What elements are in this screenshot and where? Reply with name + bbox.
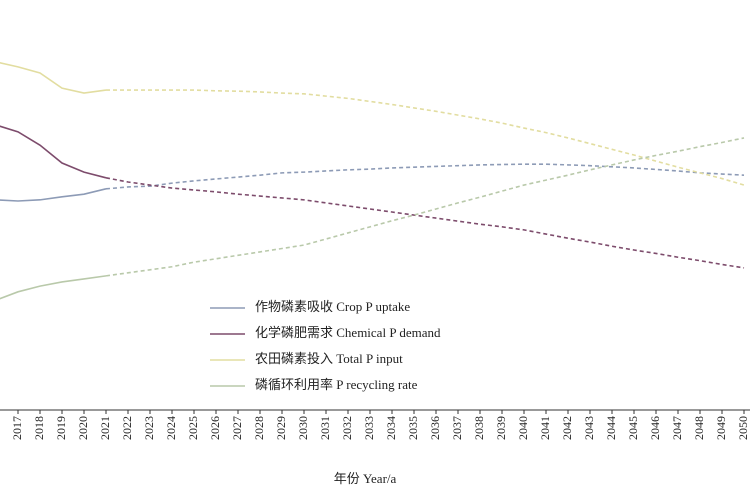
x-tick-label: 2031 [318,416,332,440]
observed-line [0,275,107,300]
legend-label: 农田磷素投入 Total P input [255,351,403,366]
x-tick-label: 2045 [626,416,640,440]
x-tick-label: 2041 [538,416,552,440]
x-tick-label: 2049 [714,416,728,440]
legend-label: 化学磷肥需求 Chemical P demand [255,325,441,340]
x-tick-label: 2044 [604,416,618,440]
x-tick-label: 2018 [32,416,46,440]
x-tick-label: 2019 [54,416,68,440]
projected-line [105,163,745,190]
x-tick-label: 2016 [0,416,2,440]
x-tick-label: 2039 [494,416,508,440]
x-tick-label: 2048 [692,416,706,440]
legend-label: 磷循环利用率 P recycling rate [255,377,418,392]
observed-line [0,61,107,94]
x-tick-label: 2026 [208,416,222,440]
observed-line [0,188,107,202]
x-tick-label: 2042 [560,416,574,440]
x-tick-label: 2033 [362,416,376,440]
legend-label: 作物磷素吸收 Crop P uptake [255,299,410,314]
x-tick-label: 2047 [670,416,684,440]
x-tick-label: 2038 [472,416,486,440]
x-tick-label: 2035 [406,416,420,440]
x-tick-label: 2050 [736,416,750,440]
x-tick-label: 2027 [230,416,244,440]
x-tick-label: 2024 [164,416,178,440]
x-tick-label: 2017 [10,416,24,440]
projected-line [105,137,745,277]
x-tick-label: 2025 [186,416,200,440]
x-tick-label: 2046 [648,416,662,440]
observed-line [0,125,107,179]
projected-line [106,89,745,186]
x-tick-label: 2034 [384,416,398,440]
x-tick-label: 2022 [120,416,134,440]
x-axis-title: 年份 Year/a [334,471,397,486]
x-tick-label: 2020 [76,416,90,440]
x-tick-label: 2023 [142,416,156,440]
x-tick-label: 2040 [516,416,530,440]
x-tick-label: 2036 [428,416,442,440]
x-tick-label: 2043 [582,416,596,440]
x-tick-label: 2028 [252,416,266,440]
x-tick-label: 2021 [98,416,112,440]
x-tick-label: 2037 [450,416,464,440]
x-tick-label: 2029 [274,416,288,440]
projected-line [105,177,745,269]
x-tick-label: 2032 [340,416,354,440]
x-tick-label: 2030 [296,416,310,440]
